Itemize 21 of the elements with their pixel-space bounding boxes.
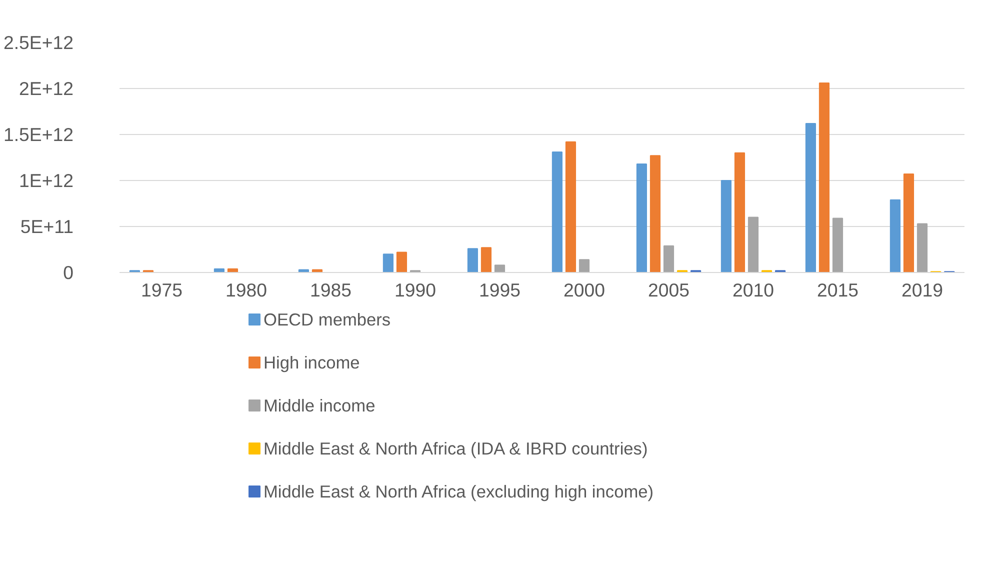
- x-tick-label: 1990: [394, 280, 436, 300]
- legend-label: Middle East & North Africa (IDA & IBRD countries): [264, 438, 648, 458]
- x-tick-label: 1975: [141, 280, 183, 300]
- x-tick-label: 1980: [226, 280, 268, 300]
- y-tick-label: 1E+12: [19, 170, 74, 191]
- legend-label: Middle income: [264, 396, 376, 416]
- x-tick-label: 2005: [648, 280, 690, 300]
- y-tick-label: 1.5E+12: [3, 124, 74, 145]
- x-tick-label: 2015: [817, 280, 859, 300]
- y-tick-label: 2.5E+12: [3, 32, 74, 53]
- legend-label: OECD members: [264, 310, 391, 330]
- y-tick-label: 2E+12: [19, 78, 74, 99]
- y-tick-label: 5E+11: [20, 216, 74, 237]
- x-tick-label: 2019: [902, 280, 944, 300]
- legend-label: Middle East & North Africa (excluding high income): [264, 482, 654, 502]
- x-tick-label: 1985: [310, 280, 352, 300]
- x-tick-label: 2010: [732, 280, 774, 300]
- x-tick-label: 1995: [479, 280, 521, 300]
- y-tick-label: 0: [63, 262, 74, 283]
- legend-label: High income: [264, 352, 360, 372]
- x-tick-label: 2000: [564, 280, 606, 300]
